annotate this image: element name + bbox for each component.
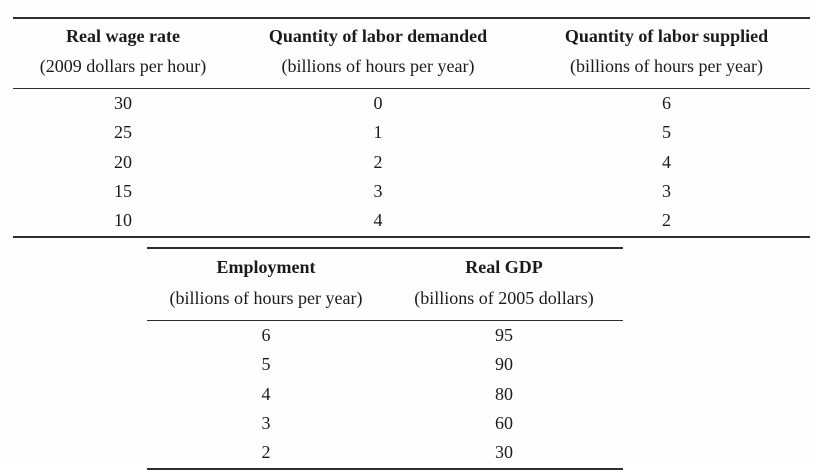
table-cell: 3 — [261, 412, 271, 433]
table-row: 30 0 6 — [13, 89, 810, 119]
table-cell: 80 — [495, 383, 513, 404]
labor-table-units-row: (2009 dollars per hour) (billions of hou… — [13, 52, 810, 89]
production-table-header-row: Employment Real GDP — [147, 248, 623, 283]
table-cell: 30 — [114, 92, 132, 113]
table-cell: 2 — [261, 442, 271, 463]
table-cell: 2 — [373, 151, 383, 172]
table-cell: 25 — [114, 122, 132, 143]
table-cell: 5 — [261, 354, 271, 375]
column-units-real-wage-rate: (2009 dollars per hour) — [13, 52, 233, 89]
table-row: 5 90 — [147, 350, 623, 379]
table-cell: 1 — [373, 122, 383, 143]
table-row: 2 30 — [147, 439, 623, 469]
table-row: 3 60 — [147, 409, 623, 438]
table-cell: 4 — [261, 383, 271, 404]
column-units-employment: (billions of hours per year) — [147, 283, 385, 321]
table-cell: 30 — [495, 442, 513, 463]
table-cell: 6 — [662, 92, 671, 113]
table-cell: 90 — [495, 354, 513, 375]
table-cell: 20 — [114, 151, 132, 172]
table-row: 25 1 5 — [13, 118, 810, 147]
table-cell: 0 — [373, 92, 383, 113]
table-cell: 3 — [662, 180, 671, 201]
column-header-real-gdp: Real GDP — [465, 256, 543, 277]
table-cell: 6 — [261, 324, 271, 345]
table-row: 10 4 2 — [13, 207, 810, 237]
labor-table-header-row: Real wage rate Quantity of labor demande… — [13, 18, 810, 52]
table-cell: 15 — [114, 180, 132, 201]
column-header-labor-supplied: Quantity of labor supplied — [564, 26, 769, 47]
table-row: 20 2 4 — [13, 148, 810, 177]
table-row: 6 95 — [147, 321, 623, 351]
column-units-labor-demanded: (billions of hours per year) — [233, 52, 523, 89]
production-function-table: Employment Real GDP (billions of hours p… — [147, 247, 623, 470]
table-cell: 5 — [662, 122, 671, 143]
table-cell: 10 — [114, 210, 132, 231]
table-row: 4 80 — [147, 380, 623, 409]
table-cell: 60 — [495, 412, 513, 433]
labor-market-table: Real wage rate Quantity of labor demande… — [13, 17, 810, 238]
table-cell: 4 — [373, 210, 383, 231]
production-table-units-row: (billions of hours per year) (billions o… — [147, 283, 623, 321]
column-units-real-gdp: (billions of 2005 dollars) — [385, 283, 623, 321]
column-units-labor-supplied: (billions of hours per year) — [523, 52, 810, 89]
column-header-real-wage-rate: Real wage rate — [66, 26, 180, 47]
column-header-labor-demanded: Quantity of labor demanded — [268, 26, 488, 47]
table-cell: 4 — [662, 151, 671, 172]
table-cell: 2 — [662, 210, 671, 231]
table-row: 15 3 3 — [13, 177, 810, 206]
table-cell: 95 — [495, 324, 513, 345]
column-header-employment: Employment — [216, 256, 316, 277]
table-cell: 3 — [373, 180, 383, 201]
